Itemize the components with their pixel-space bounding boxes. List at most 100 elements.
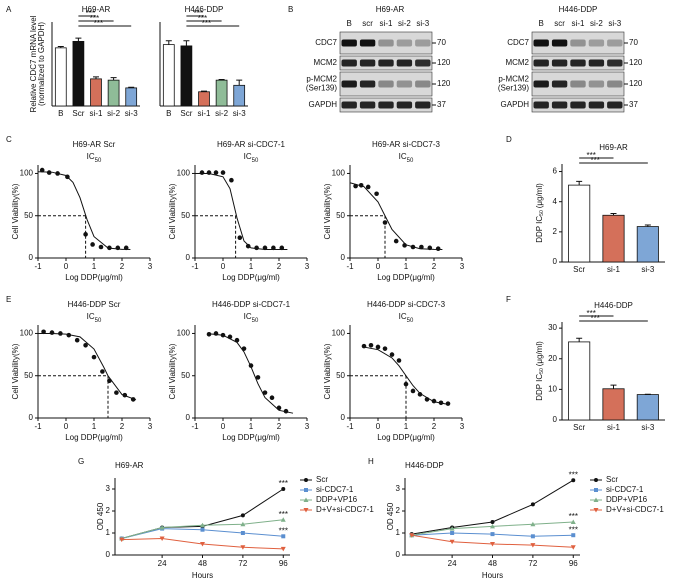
data-point <box>374 191 379 197</box>
blot-band <box>396 101 413 109</box>
x-tick-label: Scr <box>72 109 84 118</box>
legend-marker <box>303 508 309 513</box>
significance-label: *** <box>279 510 288 519</box>
legend-marker <box>304 488 308 492</box>
x-tick-label: B <box>58 109 63 118</box>
row-label: CDC7 <box>315 38 337 47</box>
subtitle-text: IC <box>87 312 95 321</box>
data-point <box>427 245 433 251</box>
x-tick-label: 3 <box>148 262 153 271</box>
weight-marker: 120 <box>437 79 451 88</box>
data-point <box>283 408 289 414</box>
blot-band <box>378 39 394 47</box>
legend-marker <box>304 478 308 482</box>
data-point <box>229 177 234 183</box>
blot-band <box>607 80 623 88</box>
blot-band <box>378 101 394 109</box>
data-point <box>365 184 371 190</box>
x-tick-label: si-1 <box>90 109 103 118</box>
y-tick-label: 0 <box>553 257 558 266</box>
data-point <box>417 392 423 397</box>
data-point <box>200 527 205 532</box>
x-tick-label: 72 <box>528 559 537 568</box>
data-point <box>449 539 455 545</box>
x-tick-label: si-1 <box>607 265 620 274</box>
data-point <box>570 545 576 550</box>
error-bar <box>610 384 617 389</box>
y-tick-label: 20 <box>548 354 557 363</box>
weight-marker: 120 <box>629 58 643 67</box>
blot-band <box>341 59 357 67</box>
lane-label: si-1 <box>380 19 393 28</box>
panel-label: E <box>6 295 11 304</box>
data-point <box>83 232 88 237</box>
x-tick-label: si-1 <box>607 423 620 432</box>
data-point <box>403 381 409 387</box>
data-point <box>353 183 358 189</box>
data-point <box>115 245 121 251</box>
blot-band <box>588 101 605 109</box>
x-tick-label: si-3 <box>641 423 654 432</box>
data-point <box>248 363 254 368</box>
blot-title: H69-AR <box>376 5 405 14</box>
blot-band <box>533 59 549 67</box>
data-point <box>393 238 399 244</box>
data-point <box>66 332 72 338</box>
y-tick-label: 6 <box>553 167 558 176</box>
y-axis-label-text: Cell Viability(%) <box>11 343 20 399</box>
y-tick-label: 30 <box>548 323 557 332</box>
y-axis-label-text: DDP IC <box>535 216 544 243</box>
x-tick-label: si-1 <box>198 109 211 118</box>
data-point <box>435 246 441 251</box>
data-point <box>237 235 243 241</box>
significance-label: *** <box>94 19 103 28</box>
y-axis-label: OD 450 <box>96 502 105 530</box>
y-axis-label: Cell Viability(%) <box>323 343 332 399</box>
significance-label: *** <box>590 156 599 165</box>
blot-band <box>359 39 376 47</box>
row-label: MCM2 <box>313 58 337 67</box>
data-point <box>83 342 88 348</box>
y-axis-label: Relative CDC7 mRNA level <box>29 15 38 112</box>
blot-band <box>588 59 605 67</box>
x-tick-label: -1 <box>191 422 199 431</box>
subtitle-text: IC <box>399 312 407 321</box>
data-point <box>490 520 495 524</box>
x-tick-label: 1 <box>92 422 97 431</box>
data-point <box>490 542 495 547</box>
row-label: GAPDH <box>309 100 338 109</box>
y-axis-label: Cell Viability(%) <box>323 183 332 239</box>
y-axis-label-text: Cell Viability(%) <box>323 343 332 399</box>
legend-marker <box>594 488 598 492</box>
legend-label: DDP+VP16 <box>606 495 648 504</box>
x-tick-label: Scr <box>573 265 585 274</box>
panel-label: C <box>6 135 12 144</box>
blot-band <box>570 59 586 67</box>
y-tick-label: 50 <box>181 371 190 380</box>
panel-label: F <box>506 295 511 304</box>
x-tick-label: Scr <box>180 109 192 118</box>
weight-marker: 120 <box>437 58 451 67</box>
data-point <box>213 331 219 336</box>
y-tick-label: 3 <box>396 484 401 493</box>
data-point <box>39 167 45 173</box>
subtitle-sub: 50 <box>252 318 259 324</box>
x-axis-label: Log DDP(μg/ml) <box>65 433 123 442</box>
error-bar <box>576 180 583 186</box>
subtitle-text: IC <box>244 152 252 161</box>
x-tick-label: 2 <box>277 422 282 431</box>
y-tick-label: 0 <box>341 413 346 422</box>
legend-marker <box>593 508 599 513</box>
x-tick-label: 48 <box>198 559 207 568</box>
significance-label: *** <box>86 9 95 18</box>
error-bar <box>93 76 99 79</box>
data-point <box>220 170 226 175</box>
y-tick-label: 3 <box>106 484 111 493</box>
bar <box>602 214 625 263</box>
y-tick-label: 100 <box>332 169 346 178</box>
data-point <box>159 536 165 541</box>
lane-label: scr <box>362 19 373 28</box>
x-tick-label: 2 <box>277 262 282 271</box>
data-point <box>490 523 495 529</box>
data-point <box>119 537 125 543</box>
